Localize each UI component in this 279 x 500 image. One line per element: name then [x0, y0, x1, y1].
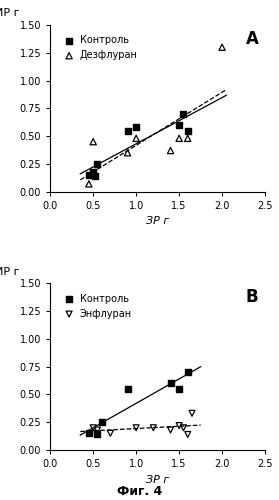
- Энфлуран: [95, 426, 100, 434]
- Дезфлуран: [125, 149, 130, 157]
- Энфлуран: [108, 430, 113, 438]
- Контроль: [87, 430, 91, 438]
- Y-axis label: ИР г: ИР г: [0, 8, 20, 18]
- Контроль: [87, 171, 91, 179]
- Контроль: [95, 430, 100, 438]
- Дезфлуран: [87, 180, 91, 188]
- Legend: Контроль, Дезфлуран: Контроль, Дезфлуран: [59, 32, 141, 64]
- Дезфлуран: [134, 134, 138, 142]
- Энфлуран: [186, 430, 190, 438]
- Энфлуран: [181, 424, 186, 432]
- Контроль: [93, 172, 97, 180]
- Text: Фиг. 4: Фиг. 4: [117, 485, 162, 498]
- X-axis label: ЗР г: ЗР г: [146, 474, 169, 484]
- Text: A: A: [246, 30, 259, 48]
- Энфлуран: [190, 410, 194, 418]
- Контроль: [134, 123, 138, 131]
- Дезфлуран: [177, 134, 181, 142]
- Контроль: [186, 126, 190, 134]
- Дезфлуран: [220, 43, 224, 51]
- Контроль: [91, 168, 95, 175]
- Контроль: [186, 368, 190, 376]
- Дезфлуран: [91, 138, 95, 145]
- Контроль: [177, 121, 181, 129]
- Дезфлуран: [168, 146, 173, 154]
- Legend: Контроль, Энфлуран: Контроль, Энфлуран: [59, 290, 136, 322]
- Text: B: B: [246, 288, 259, 306]
- Контроль: [125, 385, 130, 393]
- Энфлуран: [91, 424, 95, 432]
- Y-axis label: ИР г: ИР г: [0, 266, 20, 276]
- Энфлуран: [168, 426, 173, 434]
- Контроль: [177, 385, 181, 393]
- X-axis label: ЗР г: ЗР г: [146, 216, 169, 226]
- Контроль: [181, 110, 186, 118]
- Энфлуран: [151, 424, 156, 432]
- Контроль: [168, 380, 173, 388]
- Контроль: [125, 126, 130, 134]
- Энфлуран: [134, 424, 138, 432]
- Дезфлуран: [186, 134, 190, 142]
- Контроль: [95, 160, 100, 168]
- Энфлуран: [177, 422, 181, 430]
- Контроль: [100, 418, 104, 426]
